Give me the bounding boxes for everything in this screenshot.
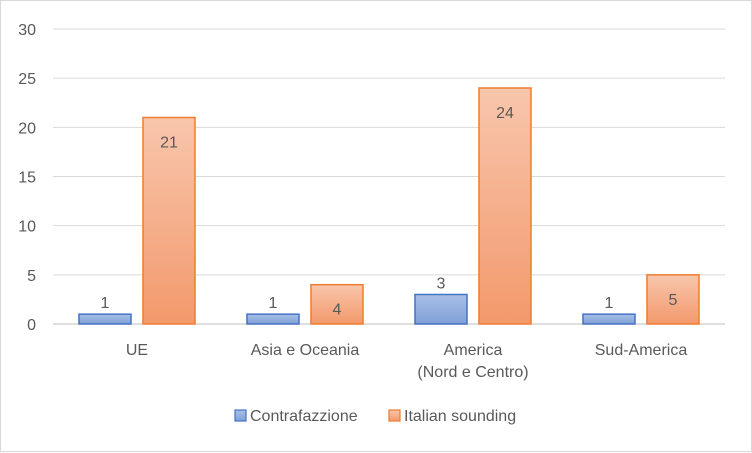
y-axis-ticks: 0 5 10 15 20 25 30 — [18, 22, 36, 334]
x-axis-categories: UE Asia e Oceania America (Nord e Centro) Su… — [126, 342, 687, 381]
y-tick-label: 5 — [27, 268, 36, 285]
data-label: 1 — [101, 295, 110, 312]
y-tick-label: 30 — [18, 22, 36, 39]
y-tick-label: 10 — [18, 219, 36, 236]
bar-italian-sounding — [478, 87, 532, 325]
bars — [78, 87, 700, 325]
data-label: 21 — [160, 135, 178, 152]
data-label: 3 — [437, 276, 446, 293]
x-category-label: Asia e Oceania — [251, 342, 360, 359]
y-tick-label: 15 — [18, 170, 36, 187]
y-tick-label: 25 — [18, 71, 36, 88]
legend-label: Contrafazzione — [250, 408, 358, 425]
y-tick-label: 20 — [18, 120, 36, 137]
legend: Contrafazzione Italian sounding — [234, 408, 516, 425]
bar-italian-sounding — [142, 116, 196, 325]
data-label: 1 — [605, 295, 614, 312]
legend-label: Italian sounding — [404, 408, 516, 425]
bar-contrafazzione — [78, 313, 132, 325]
data-label: 1 — [269, 295, 278, 312]
bar-contrafazzione — [414, 293, 468, 325]
data-label: 24 — [496, 105, 514, 122]
data-label: 5 — [669, 292, 678, 309]
data-label: 4 — [333, 302, 342, 319]
bar-contrafazzione — [582, 313, 636, 325]
x-category-label: America — [444, 342, 503, 359]
x-category-label: UE — [126, 342, 148, 359]
x-category-label: (Nord e Centro) — [417, 364, 528, 381]
x-category-label: Sud-America — [595, 342, 688, 359]
bar-contrafazzione — [246, 313, 300, 325]
bar-italian-sounding — [310, 283, 364, 325]
legend-swatch — [388, 409, 401, 422]
legend-swatch — [234, 409, 247, 422]
bar-italian-sounding — [646, 274, 700, 325]
data-labels: 1 21 1 4 3 24 1 5 — [101, 105, 678, 319]
y-tick-label: 0 — [27, 317, 36, 334]
